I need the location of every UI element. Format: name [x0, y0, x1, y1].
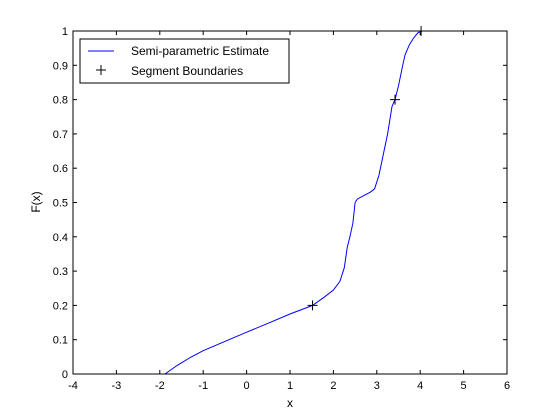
x-tick-label: -4 — [68, 380, 78, 392]
y-tick-label: 0.2 — [53, 300, 68, 312]
legend: Semi-parametric Estimate Segment Boundar… — [79, 38, 290, 84]
plot-frame — [72, 30, 508, 375]
y-tick-label: 0.7 — [53, 129, 68, 141]
y-tick-label: 0.1 — [53, 335, 68, 347]
y-tick-label: 1 — [62, 26, 68, 38]
y-tick-label: 0.3 — [53, 266, 68, 278]
estimate-line — [164, 30, 423, 375]
x-tick-label: -1 — [198, 380, 208, 392]
x-tick-label: -3 — [112, 380, 122, 392]
x-tick-label: 3 — [374, 380, 380, 392]
y-tick-label: 0.8 — [53, 95, 68, 107]
legend-box — [79, 38, 290, 84]
x-tick-label: 0 — [244, 380, 250, 392]
y-tick-label: 0.9 — [53, 60, 68, 72]
y-tick-label: 0.4 — [53, 232, 68, 244]
legend-label-boundaries: Segment Boundaries — [131, 64, 243, 78]
x-tick-label: 5 — [461, 380, 467, 392]
y-axis-title: F(x) — [29, 191, 43, 212]
plot-area — [73, 31, 507, 374]
x-tick-label: -2 — [155, 380, 165, 392]
legend-plus-marker — [96, 65, 106, 75]
x-tick-label: 6 — [504, 380, 510, 392]
x-tick-label: 4 — [417, 380, 423, 392]
y-tick-label: 0.5 — [53, 198, 68, 210]
segment-boundary-marker — [390, 94, 401, 105]
x-tick-label: 1 — [287, 380, 293, 392]
segment-boundary-marker — [307, 300, 318, 311]
legend-label-estimate: Semi-parametric Estimate — [131, 44, 269, 58]
x-tick-label: 2 — [330, 380, 336, 392]
y-tick-label: 0.6 — [53, 163, 68, 175]
y-tick-label: 0 — [62, 369, 68, 381]
x-axis-title: x — [287, 396, 293, 410]
